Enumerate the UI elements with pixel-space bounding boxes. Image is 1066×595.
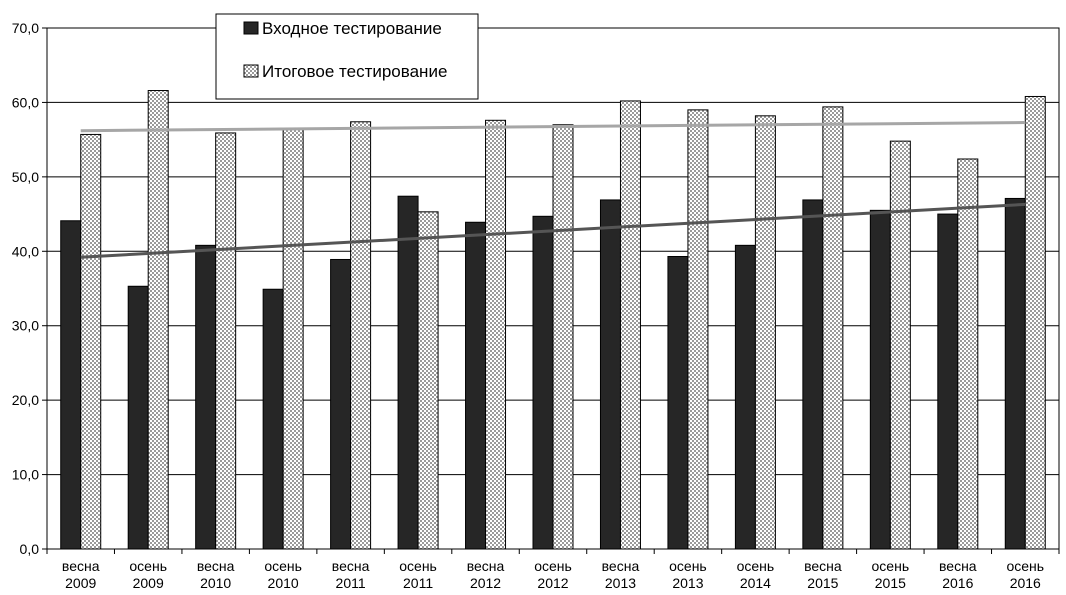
y-tick-labels: 0,0 10,0 20,0 30,0 40,0 50,0 60,0 70,0 [12, 20, 39, 557]
bar-final-test [147, 90, 169, 550]
bar-input-test [465, 221, 487, 550]
x-tick-label: весна 2011 [332, 558, 370, 591]
bar-final-test [552, 124, 574, 550]
x-tick-label: осень 2015 [872, 558, 910, 591]
y-tick-label: 70,0 [12, 20, 39, 36]
y-tick-label: 0,0 [20, 541, 40, 557]
bar-final-test [957, 158, 979, 550]
x-tick-label: осень 2012 [534, 558, 572, 591]
bar-final-test [687, 109, 709, 550]
bar-input-test [599, 199, 621, 550]
x-tick-label: осень 2016 [1006, 558, 1044, 591]
bar-final-test [215, 132, 237, 550]
bars [60, 90, 1046, 550]
trendline-input-test [80, 202, 1026, 259]
legend-label: Входное тестирование [262, 19, 442, 38]
bar-final-test [1024, 95, 1046, 550]
bar-input-test [937, 213, 959, 550]
bar-input-test [734, 244, 756, 550]
x-tick-label: весна 2012 [467, 558, 505, 591]
bar-final-test [417, 211, 439, 550]
legend-swatch [243, 64, 259, 78]
bar-input-test [532, 215, 554, 550]
legend: Входное тестирование Итоговое тестировани… [215, 13, 479, 100]
bar-final-test [889, 140, 911, 550]
bar-input-test [802, 199, 824, 550]
bar-final-test [754, 115, 776, 550]
bar-input-test [195, 244, 217, 550]
y-tick-label: 40,0 [12, 243, 39, 259]
x-tick-label: весна 2015 [804, 558, 842, 591]
legend-swatch [243, 21, 259, 35]
bar-input-test [397, 195, 419, 550]
y-tick-label: 20,0 [12, 392, 39, 408]
bar-final-test [282, 128, 304, 550]
x-tick-label: весна 2016 [939, 558, 977, 591]
x-tick-labels: весна 2009 осень 2009 весна 2010 осень 2010 весн… [62, 558, 1044, 591]
x-tick-label: осень 2014 [737, 558, 775, 591]
bar-input-test [330, 258, 352, 550]
legend-label: Итоговое тестирование [262, 62, 447, 81]
x-tick-label: весна 2009 [62, 558, 100, 591]
plot-area-border [46, 27, 1060, 550]
x-tick-label: осень 2009 [129, 558, 167, 591]
y-tick-label: 50,0 [12, 169, 39, 185]
bar-final-test [822, 106, 844, 550]
bar-input-test [1004, 197, 1026, 550]
bar-input-test [262, 288, 284, 550]
legend-box [215, 13, 479, 100]
x-tick-label: осень 2010 [264, 558, 302, 591]
x-tick-label: осень 2013 [669, 558, 707, 591]
bar-final-test [350, 121, 372, 550]
y-tick-label: 60,0 [12, 94, 39, 110]
axes [42, 27, 1060, 554]
trendline-final-test [80, 121, 1026, 133]
bar-final-test [619, 100, 641, 550]
trendlines [80, 121, 1026, 259]
bar-input-test [667, 255, 689, 550]
bar-final-test [80, 133, 102, 550]
x-tick-label: весна 2013 [602, 558, 640, 591]
y-tick-label: 10,0 [12, 467, 39, 483]
bar-final-test [485, 119, 507, 550]
x-tick-label: весна 2010 [197, 558, 235, 591]
x-tick-label: осень 2011 [399, 558, 437, 591]
y-tick-label: 30,0 [12, 318, 39, 334]
bar-input-test [869, 209, 891, 550]
bar-input-test [127, 285, 149, 550]
bar-input-test [60, 220, 82, 550]
